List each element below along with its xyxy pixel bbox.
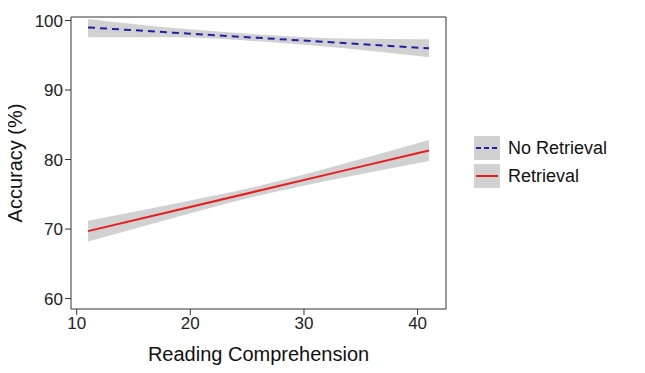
svg-text:10: 10 — [67, 314, 86, 333]
svg-text:90: 90 — [44, 81, 63, 100]
svg-text:Accuracy (%): Accuracy (%) — [8, 104, 26, 223]
svg-text:70: 70 — [44, 220, 63, 239]
svg-text:60: 60 — [44, 290, 63, 309]
svg-text:80: 80 — [44, 151, 63, 170]
svg-text:Reading Comprehension: Reading Comprehension — [148, 343, 369, 365]
html-text:No Retrieval: No Retrieval — [508, 137, 607, 158]
svg-text:20: 20 — [181, 314, 200, 333]
svg-text:30: 30 — [294, 314, 313, 333]
svg-text:40: 40 — [408, 314, 427, 333]
html-text:Retrieval: Retrieval — [508, 165, 579, 186]
svg-text:100: 100 — [35, 12, 63, 31]
